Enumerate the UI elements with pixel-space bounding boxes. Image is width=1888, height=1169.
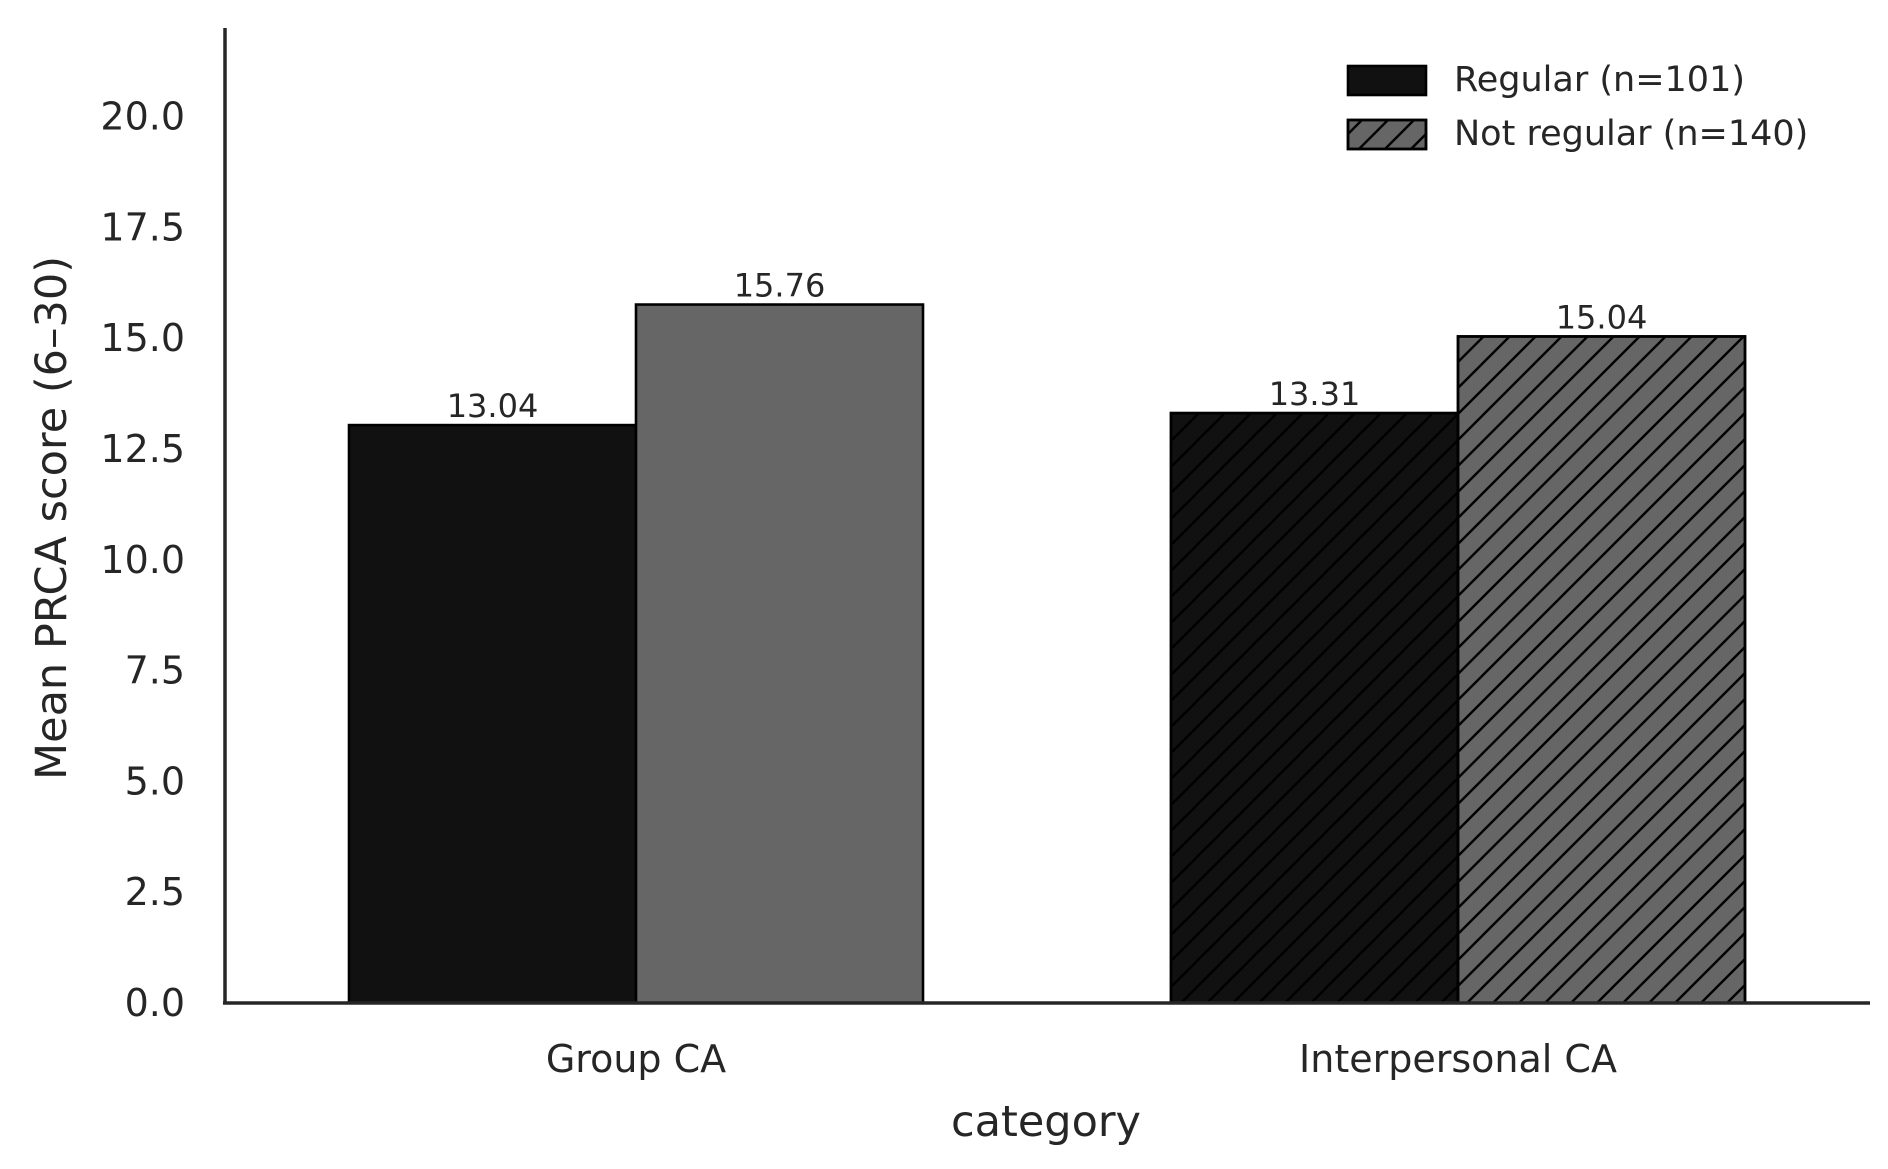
bar-group-ca-regular-n-101 bbox=[347, 423, 638, 1005]
legend-swatch-hatch-not-regular-n-140 bbox=[1346, 118, 1428, 151]
y-tick-label: 12.5 bbox=[100, 427, 185, 471]
data-labels-group: 13.04 15.76 13.31 15.04 bbox=[447, 267, 1648, 426]
y-tick-label: 2.5 bbox=[125, 870, 185, 914]
data-label-group-ca-regular-n-101: 13.04 bbox=[447, 387, 539, 425]
y-axis-title: Mean PRCA score (6–30) bbox=[27, 256, 77, 780]
data-label-interpersonal-ca-regular-n-101: 13.31 bbox=[1269, 375, 1361, 413]
data-label-group-ca-not-regular-n-140: 15.76 bbox=[734, 267, 826, 305]
y-tick-label: 17.5 bbox=[100, 205, 185, 249]
bar-interpersonal-ca-not-regular-n-140-hatch bbox=[1456, 335, 1747, 1005]
legend-label-not-regular-n-140: Not regular (n=140) bbox=[1454, 114, 1808, 154]
y-tick-label: 7.5 bbox=[125, 649, 185, 693]
bar-interpersonal-ca-regular-n-101-hatch bbox=[1169, 411, 1460, 1005]
x-tick-label-group-ca: Group CA bbox=[546, 1037, 726, 1081]
bars-group bbox=[347, 303, 1747, 1005]
y-tick-label: 0.0 bbox=[125, 981, 185, 1025]
y-tick-labels-group: 0.0 2.5 5.0 7.5 10.0 12.5 15.0 17.5 20.0 bbox=[100, 95, 185, 1025]
data-label-interpersonal-ca-not-regular-n-140: 15.04 bbox=[1556, 298, 1648, 336]
legend-label-regular-n-101: Regular (n=101) bbox=[1454, 60, 1745, 100]
x-tick-labels-group: Group CA Interpersonal CA bbox=[546, 1037, 1617, 1081]
y-tick-label: 20.0 bbox=[100, 95, 185, 139]
legend: Regular (n=101) Not regular (n=140) bbox=[1346, 60, 1808, 154]
legend-swatch-regular-n-101 bbox=[1346, 64, 1428, 97]
axes-group bbox=[223, 28, 1870, 1005]
x-axis-title: category bbox=[951, 1097, 1141, 1147]
y-tick-label: 10.0 bbox=[100, 538, 185, 582]
y-tick-label: 5.0 bbox=[125, 759, 185, 803]
x-tick-label-interpersonal-ca: Interpersonal CA bbox=[1299, 1037, 1617, 1081]
bar-group-ca-not-regular-n-140 bbox=[634, 303, 925, 1005]
y-tick-label: 15.0 bbox=[100, 316, 185, 360]
